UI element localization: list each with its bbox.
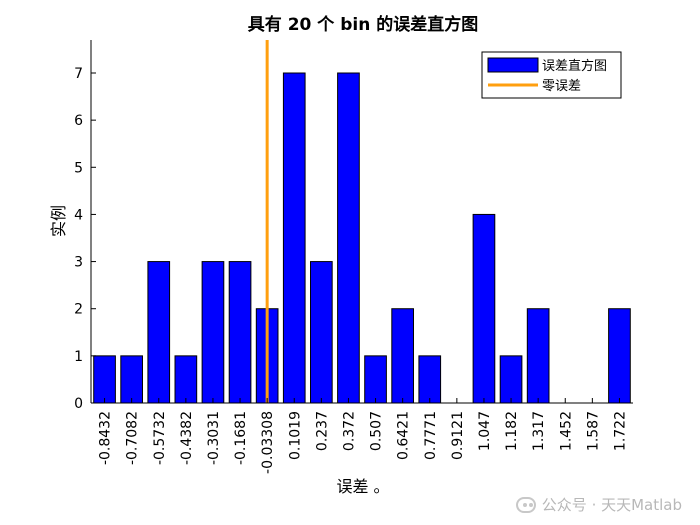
bar-16 [526,308,550,404]
x-tick-label-11: 0.6421 [396,411,412,460]
x-tick-label-13: 0.9121 [450,411,466,460]
y-tick-label-7: 7 [74,66,83,82]
bar-9 [337,72,360,404]
y-tick-label-2: 2 [74,302,83,318]
x-axis-label: 误差 。 [336,477,389,496]
x-tick-label-17: 1.452 [558,411,574,451]
y-tick-label-4: 4 [74,207,83,223]
bar-1 [120,355,143,404]
y-tick-label-0: 0 [74,396,83,412]
x-tick-label-12: 0.7771 [423,411,439,460]
bar-3 [174,355,198,404]
y-tick-label-5: 5 [74,160,83,176]
x-tick-label-5: -0.1681 [233,411,249,465]
x-tick-label-8: 0.237 [314,411,330,451]
y-tick-label-3: 3 [74,255,83,271]
legend-label-0: 误差直方图 [542,58,607,74]
chart-title: 具有 20 个 bin 的误差直方图 [247,14,478,35]
bar-19 [608,308,631,404]
bar-14 [472,213,496,404]
legend-swatch-0 [487,57,539,73]
x-tick-label-19: 1.722 [612,411,628,451]
x-tick-label-14: 1.047 [477,411,493,451]
bar-15 [499,355,523,404]
bar-7 [282,72,306,404]
watermark: 公众号 · 天天Matlab [515,494,682,515]
legend-label-1: 零误差 [542,79,581,94]
x-tick-label-18: 1.587 [585,411,601,451]
y-tick-label-1: 1 [74,349,83,365]
x-tick-label-3: -0.4382 [179,411,195,465]
x-tick-label-15: 1.182 [504,411,520,451]
y-axis-label: 实例 [49,205,68,237]
wechat-icon [515,496,536,513]
bar-11 [391,308,414,404]
x-tick-label-1: -0.7082 [125,411,141,465]
bar-8 [310,261,333,404]
bar-0 [93,355,116,404]
x-tick-label-16: 1.317 [531,411,547,451]
x-tick-label-9: 0.372 [341,411,357,451]
x-tick-label-4: -0.3031 [206,411,222,465]
x-tick-label-10: 0.507 [369,411,385,451]
x-tick-label-2: -0.5732 [152,411,168,465]
x-tick-label-6: -0.03308 [260,411,276,474]
watermark-text: 公众号 · 天天Matlab [541,496,682,514]
legend-box [481,51,622,99]
bar-2 [147,261,171,404]
x-tick-label-7: 0.1019 [287,411,303,460]
bar-12 [418,355,442,404]
bar-4 [201,261,225,404]
bar-5 [228,261,252,404]
x-tick-label-0: -0.8432 [98,411,114,465]
y-tick-label-6: 6 [74,113,83,129]
plot-area: 0 1 2 3 4 5 6 7 -0.8432 -0.7082 -0.5732 -0.4382 -0.3… [74,40,633,474]
bar-10 [364,355,387,404]
